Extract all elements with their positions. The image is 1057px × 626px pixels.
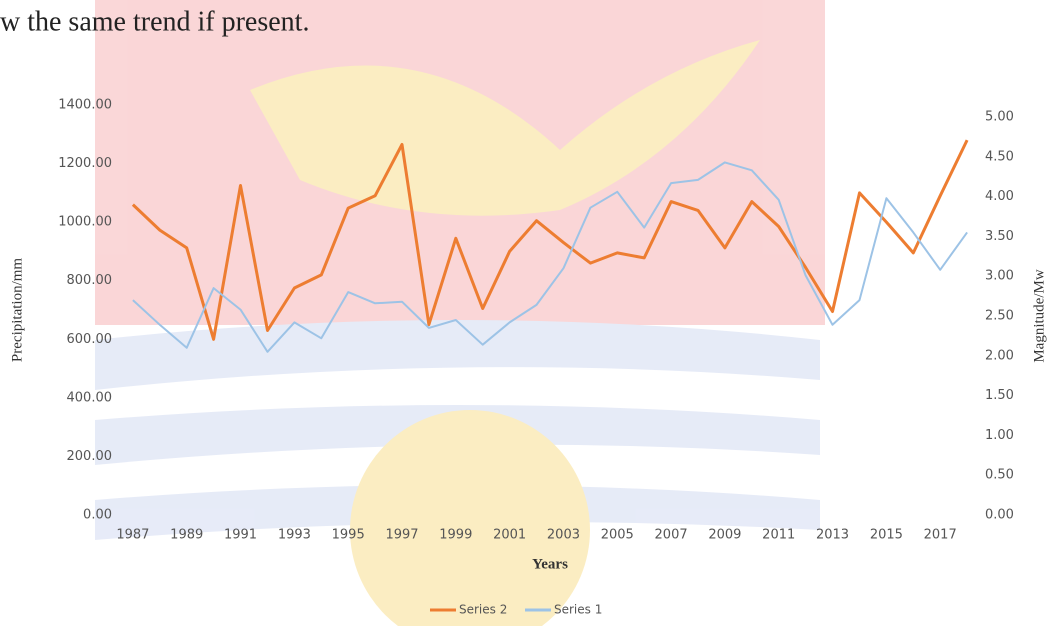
y2-tick-label: 1.50 [985,388,1014,403]
y2-tick-label: 3.50 [985,229,1014,244]
x-tick-label: 2001 [493,528,526,543]
x-tick-label: 1997 [385,528,418,543]
x-tick-label: 2003 [547,528,580,543]
y2-tick-label: 2.00 [985,348,1014,363]
x-tick-label: 2011 [762,528,795,543]
y-tick-label: 600.00 [67,332,113,347]
y2-tick-label: 5.00 [985,110,1014,125]
x-tick-label: 1995 [332,528,365,543]
y2-tick-label: 0.50 [985,468,1014,483]
y2-tick-label: 1.00 [985,428,1014,443]
x-tick-label: 2009 [708,528,741,543]
y2-axis-label: Magnitude/Mw [1031,269,1047,362]
x-tick-label: 1999 [439,528,472,543]
y-tick-label: 800.00 [67,273,113,288]
y2-tick-label: 4.00 [985,189,1014,204]
x-tick-label: 2005 [601,528,634,543]
y-axis-label: Precipitation/mm [9,258,25,362]
x-tick-label: 1989 [170,528,203,543]
x-tick-label: 2015 [870,528,903,543]
watermark [95,0,825,626]
y2-tick-label: 0.00 [985,508,1014,523]
x-tick-label: 1987 [116,528,149,543]
x-axis-label: Years [532,556,568,572]
y-tick-label: 1000.00 [58,215,112,230]
header-text: w the same trend if present. [0,6,309,37]
y2-tick-label: 4.50 [985,149,1014,164]
x-tick-label: 1991 [224,528,257,543]
y2-tick-label: 2.50 [985,309,1014,324]
x-tick-label: 2017 [924,528,957,543]
x-tick-label: 2007 [655,528,688,543]
x-tick-label: 2013 [816,528,849,543]
series-line [131,139,969,341]
y-tick-label: 1400.00 [58,98,112,113]
y-tick-label: 0.00 [83,508,112,523]
legend-label: Series 1 [554,603,602,617]
legend-label: Series 2 [459,603,507,617]
y-tick-label: 1200.00 [58,156,112,171]
y-tick-label: 400.00 [67,390,113,405]
series-line [132,161,968,353]
x-tick-label: 1993 [278,528,311,543]
y-tick-label: 200.00 [67,449,113,464]
y2-tick-label: 3.00 [985,269,1014,284]
